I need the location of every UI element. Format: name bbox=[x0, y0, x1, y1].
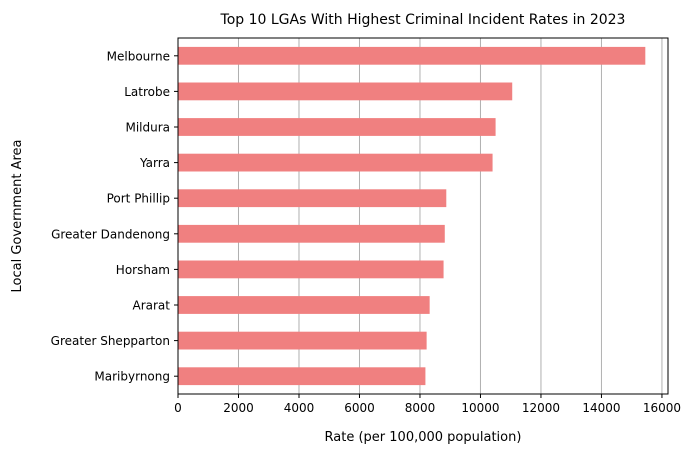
x-tick-label: 0 bbox=[174, 401, 182, 415]
bar bbox=[178, 118, 496, 136]
bar bbox=[178, 331, 427, 350]
y-tick-label: Latrobe bbox=[124, 85, 170, 99]
chart-title: Top 10 LGAs With Highest Criminal Incide… bbox=[220, 12, 626, 28]
y-tick-label: Port Phillip bbox=[107, 192, 170, 206]
x-tick-label: 10000 bbox=[461, 401, 499, 415]
x-tick-label: 2000 bbox=[223, 401, 254, 415]
x-tick-label: 14000 bbox=[582, 401, 620, 415]
bar bbox=[178, 46, 646, 65]
y-tick-label: Greater Dandenong bbox=[51, 227, 170, 241]
bar bbox=[178, 260, 444, 279]
x-tick-label: 8000 bbox=[405, 401, 436, 415]
x-axis: 0 2000 4000 6000 8000 10000 12000 14000 16000 bbox=[174, 394, 681, 415]
y-tick-label: Horsham bbox=[116, 263, 170, 277]
y-tick-label: Mildura bbox=[125, 121, 170, 135]
bar bbox=[178, 189, 447, 208]
y-tick-label: Greater Shepparton bbox=[51, 334, 170, 348]
y-tick-label: Melbourne bbox=[107, 49, 170, 63]
x-tick-label: 12000 bbox=[522, 401, 560, 415]
y-axis-label: Local Government Area bbox=[10, 140, 25, 293]
x-tick-label: 4000 bbox=[284, 401, 315, 415]
plot-frame bbox=[177, 37, 669, 395]
bars bbox=[178, 46, 646, 386]
bar bbox=[178, 296, 430, 314]
x-axis-label: Rate (per 100,000 population) bbox=[325, 430, 522, 445]
y-tick-label: Ararat bbox=[133, 299, 171, 313]
y-tick-label: Yarra bbox=[139, 156, 170, 170]
x-tick-label: 16000 bbox=[643, 401, 681, 415]
y-axis: Melbourne Latrobe Mildura Yarra Port Phillip… bbox=[51, 49, 178, 384]
bar bbox=[178, 82, 513, 101]
bar bbox=[178, 367, 426, 386]
bar bbox=[178, 153, 493, 172]
y-tick-label: Maribyrnong bbox=[94, 370, 170, 384]
x-tick-label: 6000 bbox=[344, 401, 375, 415]
bar bbox=[178, 224, 445, 243]
